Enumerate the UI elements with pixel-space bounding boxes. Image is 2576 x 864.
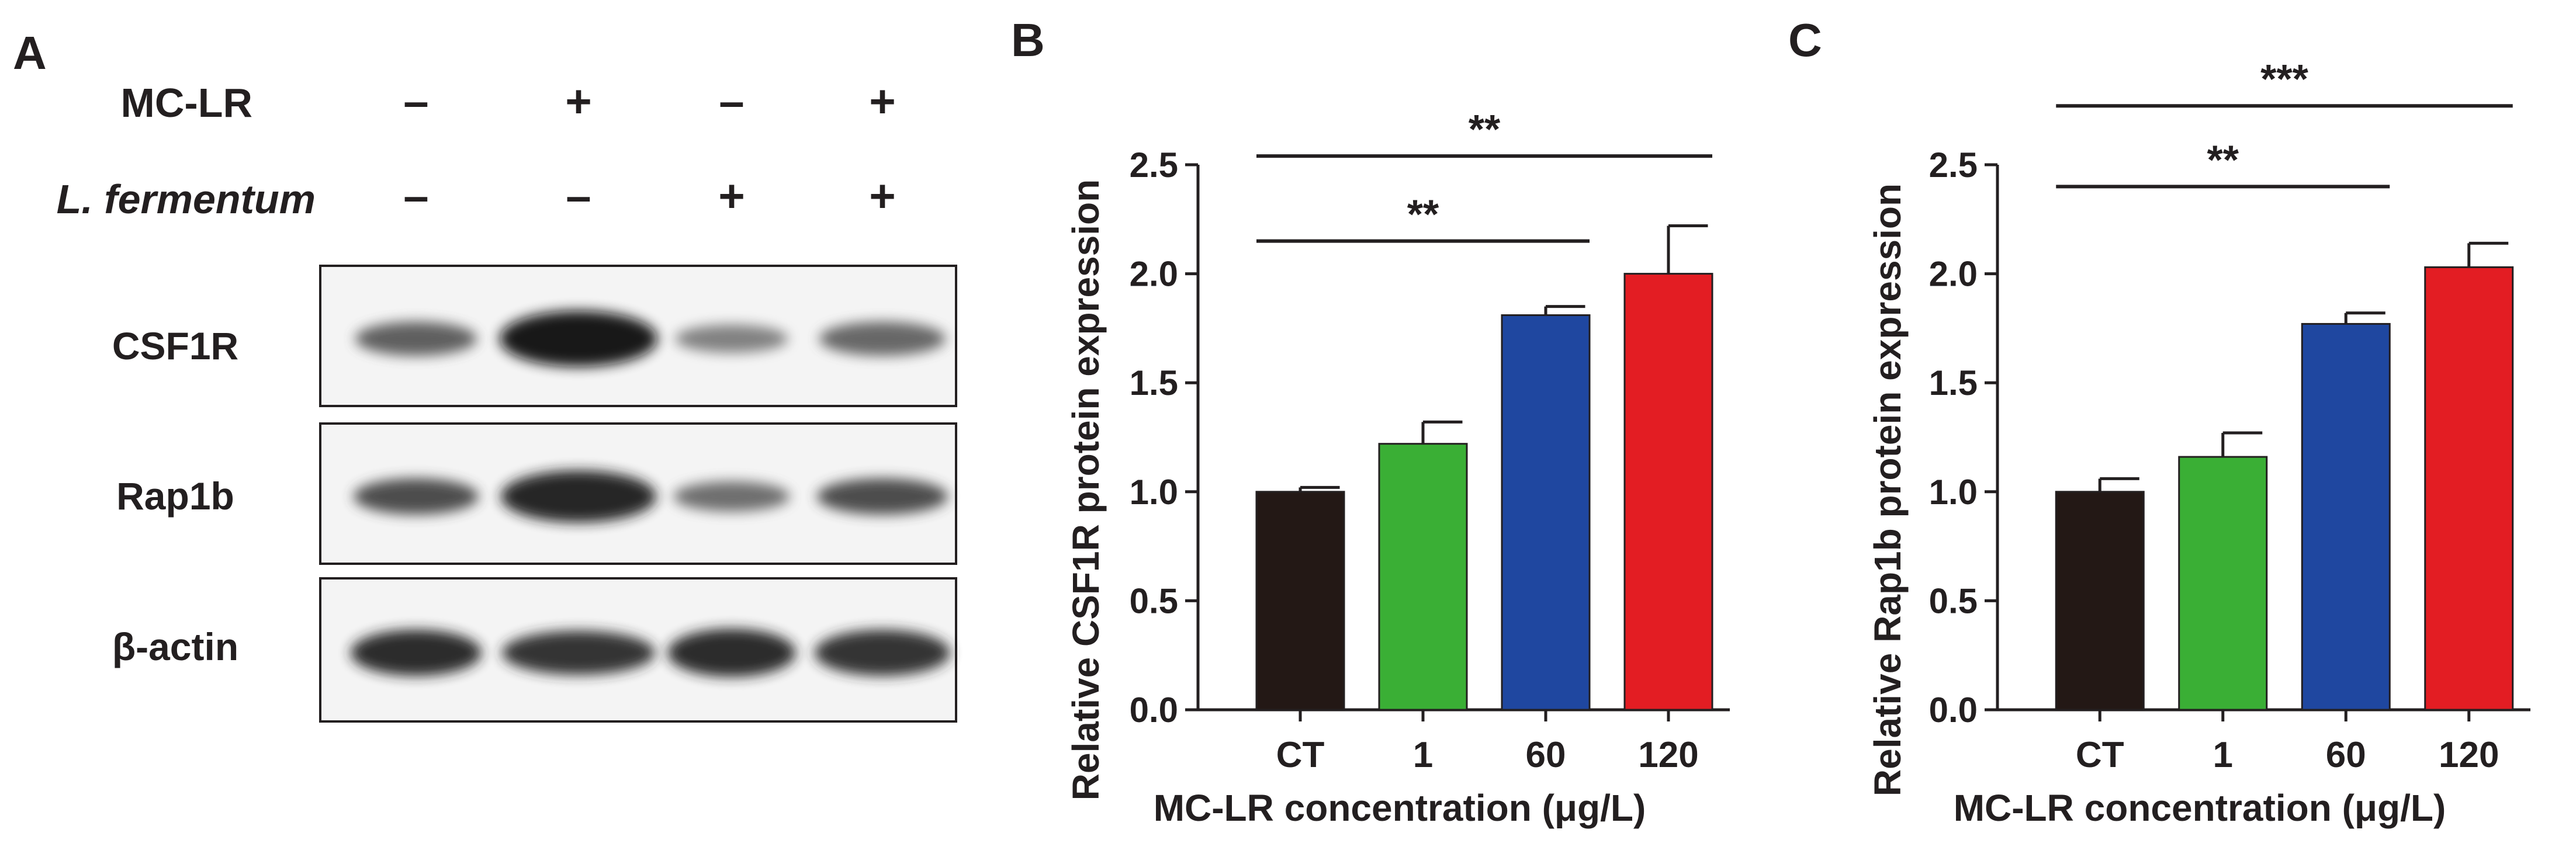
significance-label: ** <box>2207 137 2239 182</box>
y-tick-label: 0.5 <box>1929 581 1978 620</box>
western-blots <box>319 265 957 723</box>
blot-band <box>815 629 950 676</box>
bar <box>1501 314 1591 711</box>
treatment-label-mclr: MC-LR <box>121 80 252 126</box>
y-tick-label: 1.5 <box>1130 363 1178 402</box>
blot-band <box>673 481 790 512</box>
x-tick-label: 60 <box>2326 735 2366 775</box>
bar <box>1255 491 1345 711</box>
y-axis-title: Relative CSF1R protein expression <box>1065 179 1107 800</box>
panel-letter: B <box>1011 14 1045 66</box>
bar <box>1623 273 1713 711</box>
y-tick-label: 0.0 <box>1130 690 1178 730</box>
y-tick-label: 2.5 <box>1130 145 1178 185</box>
mark-lf-lane-3: + <box>718 170 745 221</box>
blot-label-rap1b: Rap1b <box>116 474 234 518</box>
panel-a: A MC-LR L. fermentum – + – + – – + + CSF… <box>13 27 957 723</box>
panel-c-chart: C0.00.51.01.52.02.5CT 1 60 120*****MC-LR co… <box>1788 14 2530 829</box>
bar <box>2055 491 2145 711</box>
blot-band <box>500 310 657 367</box>
y-axis-title: Relative Rap1b protein expression <box>1867 183 1909 796</box>
treatment-label-l-fermentum: L. fermentum <box>57 176 316 222</box>
treatment-marks-row-2: – – + + <box>403 170 895 221</box>
y-tick-label: 0.5 <box>1130 581 1178 620</box>
x-axis-title: MC-LR concentration (μg/L) <box>1954 787 2446 829</box>
blot-band <box>355 321 477 356</box>
significance-label: ** <box>1407 192 1439 237</box>
y-tick-label: 1.5 <box>1929 363 1978 402</box>
mark-mclr-lane-4: + <box>869 75 896 127</box>
mark-mclr-lane-1: – <box>403 75 428 127</box>
treatment-marks-row-1: – + – + <box>403 75 895 127</box>
x-tick-label: 1 <box>1413 735 1433 775</box>
blot-band <box>819 321 946 356</box>
mark-mclr-lane-3: – <box>719 75 744 127</box>
mark-lf-lane-4: + <box>869 170 896 221</box>
x-tick-label: CT <box>2076 735 2124 775</box>
blot-band <box>351 629 482 676</box>
y-tick-label: 1.0 <box>1130 473 1178 512</box>
x-tick-label: 1 <box>2213 735 2233 775</box>
y-tick-label: 2.0 <box>1929 255 1978 294</box>
blot-band <box>675 324 788 353</box>
significance-label: ** <box>1469 106 1501 152</box>
x-tick-label: 120 <box>2439 735 2499 775</box>
blot-band <box>354 478 479 515</box>
blot-band <box>667 629 796 677</box>
x-tick-label: 60 <box>1526 735 1566 775</box>
significance-label: *** <box>2260 56 2308 102</box>
blot-label-csf1r: CSF1R <box>112 324 238 367</box>
bar <box>2178 456 2268 711</box>
mark-lf-lane-1: – <box>403 170 428 221</box>
panel-a-letter: A <box>13 27 47 79</box>
y-tick-label: 2.5 <box>1929 145 1978 185</box>
y-tick-label: 1.0 <box>1929 473 1978 512</box>
mark-lf-lane-2: – <box>566 170 591 221</box>
x-tick-label: 120 <box>1638 735 1698 775</box>
panel-b-chart: B 0.0 0.5 1.0 1.5 2.0 2.5 CT 1 60 120 ** ** MC-LR con… <box>1011 14 1730 829</box>
bar <box>2301 322 2391 711</box>
blot-band <box>501 470 656 523</box>
x-tick-label: CT <box>1276 735 1325 775</box>
bar <box>1378 443 1468 711</box>
bar <box>2424 266 2514 711</box>
blot-band <box>817 478 948 515</box>
panel-letter: C <box>1788 14 1822 66</box>
x-axis-title: MC-LR concentration (μg/L) <box>1154 787 1646 829</box>
mark-mclr-lane-2: + <box>565 75 592 127</box>
y-tick-label: 2.0 <box>1130 255 1178 294</box>
blot-band <box>502 630 655 675</box>
blot-label-beta-actin: β-actin <box>112 625 238 668</box>
y-tick-label: 0.0 <box>1929 690 1978 730</box>
